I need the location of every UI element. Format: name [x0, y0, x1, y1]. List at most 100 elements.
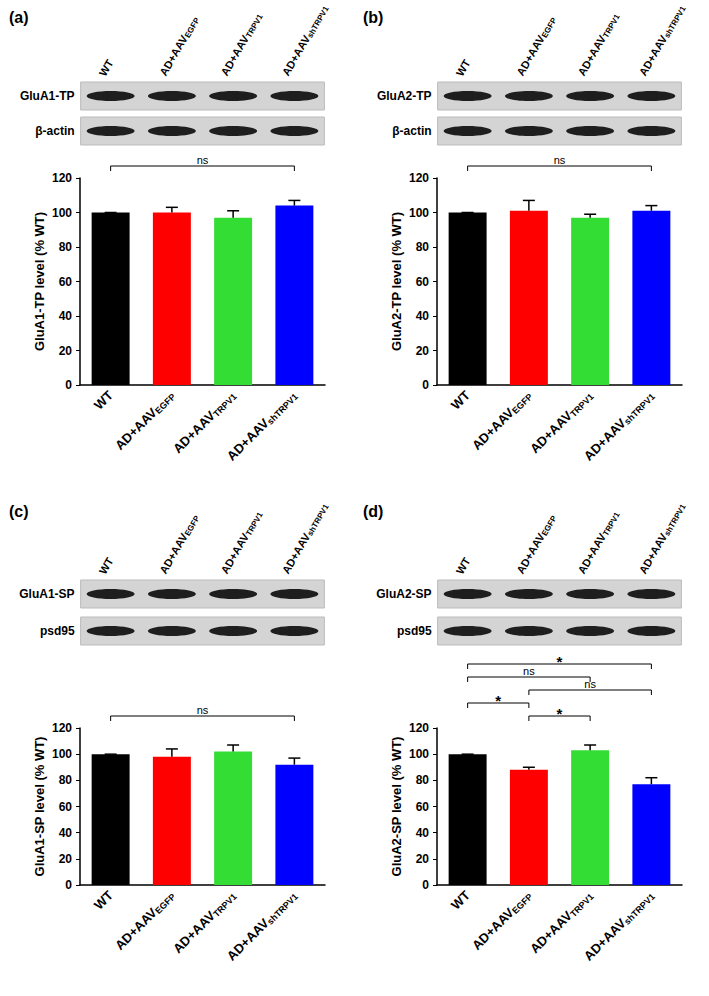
svg-text:psd95: psd95	[40, 624, 75, 638]
svg-text:60: 60	[59, 275, 73, 289]
svg-text:AD+AAV: AD+AAV	[469, 905, 517, 953]
svg-text:AD+AAV: AD+AAV	[218, 530, 251, 575]
svg-text:AD+AAV: AD+AAV	[218, 32, 251, 77]
svg-text:AD+AAV: AD+AAV	[112, 905, 160, 953]
svg-text:AD+AAV: AD+AAV	[637, 32, 670, 77]
svg-text:shTRPV1: shTRPV1	[622, 392, 657, 427]
svg-text:GluA2-SP level (% WT): GluA2-SP level (% WT)	[389, 737, 404, 877]
svg-text:AD+AAV: AD+AAV	[527, 408, 575, 456]
svg-text:β-actin: β-actin	[392, 124, 431, 138]
svg-text:β-actin: β-actin	[35, 124, 74, 138]
svg-text:GluA1-SP: GluA1-SP	[19, 587, 74, 601]
svg-text:100: 100	[409, 206, 429, 220]
svg-text:GluA2-TP: GluA2-TP	[377, 89, 432, 103]
svg-text:EGFP: EGFP	[510, 892, 534, 916]
svg-text:40: 40	[59, 309, 73, 323]
svg-text:ns: ns	[197, 154, 209, 166]
svg-text:GluA1-TP level (% WT): GluA1-TP level (% WT)	[32, 212, 47, 351]
svg-text:40: 40	[416, 826, 430, 840]
svg-text:TRPV1: TRPV1	[211, 392, 239, 420]
svg-text:TRPV1: TRPV1	[601, 12, 622, 39]
svg-text:AD+AAV: AD+AAV	[224, 915, 272, 963]
svg-text:100: 100	[409, 747, 429, 761]
svg-text:shTRPV1: shTRPV1	[305, 4, 331, 39]
svg-text:TRPV1: TRPV1	[244, 12, 265, 39]
svg-text:*: *	[557, 705, 563, 722]
svg-text:120: 120	[52, 171, 72, 185]
svg-text:psd95: psd95	[397, 624, 432, 638]
svg-text:AD+AAV: AD+AAV	[170, 908, 218, 956]
svg-text:GluA1-SP level (% WT): GluA1-SP level (% WT)	[32, 737, 47, 877]
svg-text:AD+AAV: AD+AAV	[157, 530, 190, 575]
svg-text:AD+AAV: AD+AAV	[527, 908, 575, 956]
svg-text:shTRPV1: shTRPV1	[662, 4, 688, 39]
svg-text:AD+AAV: AD+AAV	[575, 530, 608, 575]
svg-text:shTRPV1: shTRPV1	[265, 892, 300, 927]
svg-text:shTRPV1: shTRPV1	[265, 392, 300, 427]
svg-text:TRPV1: TRPV1	[211, 892, 239, 920]
svg-text:AD+AAV: AD+AAV	[637, 530, 670, 575]
svg-text:EGFP: EGFP	[183, 514, 202, 538]
svg-text:EGFP: EGFP	[183, 16, 202, 40]
svg-text:80: 80	[416, 773, 430, 787]
svg-text:20: 20	[416, 344, 430, 358]
svg-text:WT: WT	[97, 555, 116, 576]
svg-text:AD+AAV: AD+AAV	[170, 408, 218, 456]
svg-text:100: 100	[52, 206, 72, 220]
svg-text:WT: WT	[448, 388, 473, 413]
svg-text:TRPV1: TRPV1	[244, 510, 265, 537]
svg-text:60: 60	[416, 800, 430, 814]
svg-text:0: 0	[65, 378, 72, 392]
svg-text:TRPV1: TRPV1	[568, 892, 596, 920]
svg-text:AD+AAV: AD+AAV	[157, 32, 190, 77]
svg-text:(c): (c)	[9, 503, 29, 520]
svg-text:20: 20	[416, 852, 430, 866]
svg-text:80: 80	[59, 773, 73, 787]
svg-text:WT: WT	[91, 888, 116, 913]
svg-text:GluA2-SP: GluA2-SP	[376, 587, 431, 601]
svg-text:GluA1-TP: GluA1-TP	[20, 89, 75, 103]
svg-text:80: 80	[416, 240, 430, 254]
svg-text:GluA2-TP level (% WT): GluA2-TP level (% WT)	[389, 212, 404, 351]
svg-text:AD+AAV: AD+AAV	[469, 405, 517, 453]
svg-text:*: *	[557, 653, 563, 670]
svg-text:AD+AAV: AD+AAV	[581, 915, 629, 963]
svg-text:EGFP: EGFP	[510, 392, 534, 416]
svg-text:(a): (a)	[9, 9, 29, 26]
svg-text:80: 80	[59, 240, 73, 254]
svg-text:120: 120	[409, 171, 429, 185]
svg-text:20: 20	[59, 852, 73, 866]
svg-text:shTRPV1: shTRPV1	[622, 892, 657, 927]
svg-text:TRPV1: TRPV1	[601, 510, 622, 537]
svg-text:EGFP: EGFP	[540, 514, 559, 538]
svg-text:40: 40	[416, 309, 430, 323]
svg-text:EGFP: EGFP	[153, 892, 177, 916]
svg-text:EGFP: EGFP	[540, 16, 559, 40]
svg-text:40: 40	[59, 826, 73, 840]
svg-text:*: *	[495, 692, 501, 709]
svg-text:60: 60	[416, 275, 430, 289]
svg-text:ns: ns	[197, 704, 209, 716]
svg-text:AD+AAV: AD+AAV	[280, 530, 313, 575]
svg-text:WT: WT	[454, 57, 473, 78]
svg-text:0: 0	[65, 878, 72, 892]
svg-text:AD+AAV: AD+AAV	[514, 530, 547, 575]
svg-text:ns: ns	[554, 154, 566, 166]
svg-text:AD+AAV: AD+AAV	[581, 415, 629, 463]
svg-text:100: 100	[52, 747, 72, 761]
svg-text:WT: WT	[454, 555, 473, 576]
svg-text:0: 0	[422, 878, 429, 892]
svg-text:0: 0	[422, 378, 429, 392]
svg-text:120: 120	[52, 721, 72, 735]
svg-text:TRPV1: TRPV1	[568, 392, 596, 420]
svg-text:AD+AAV: AD+AAV	[575, 32, 608, 77]
svg-text:WT: WT	[97, 57, 116, 78]
svg-text:60: 60	[59, 800, 73, 814]
svg-text:shTRPV1: shTRPV1	[662, 502, 688, 537]
svg-text:AD+AAV: AD+AAV	[514, 32, 547, 77]
svg-text:(d): (d)	[363, 503, 383, 520]
svg-text:(b): (b)	[363, 9, 383, 26]
svg-text:WT: WT	[91, 388, 116, 413]
svg-text:AD+AAV: AD+AAV	[224, 415, 272, 463]
svg-text:WT: WT	[448, 888, 473, 913]
